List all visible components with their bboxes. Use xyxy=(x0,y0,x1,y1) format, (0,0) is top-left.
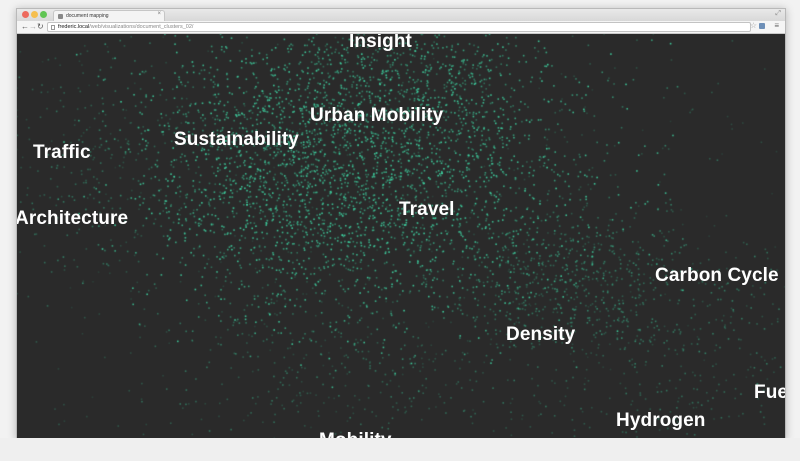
tab-document-mapping[interactable]: document mapping × xyxy=(53,10,165,21)
arrow-right-icon[interactable]: → xyxy=(29,22,37,31)
extension-icon[interactable] xyxy=(759,23,765,29)
close-icon[interactable]: × xyxy=(157,11,161,17)
visualization-canvas[interactable]: Insight Urban Mobility Sustainability Tr… xyxy=(17,34,785,439)
document-dot-cloud xyxy=(17,34,785,439)
cluster-label-mobility[interactable]: Mobility xyxy=(319,430,392,439)
browser-toolbar: ← → ↻ frederic.local /web/visualizations… xyxy=(17,21,785,34)
window-close-button[interactable] xyxy=(22,11,29,18)
tab-title: document mapping xyxy=(66,13,109,19)
menu-icon[interactable]: ≡ xyxy=(774,21,779,30)
window-maximize-button[interactable] xyxy=(40,11,47,18)
cluster-label-fuel[interactable]: Fue xyxy=(754,382,785,403)
url-host: frederic.local xyxy=(58,24,90,30)
cluster-label-travel[interactable]: Travel xyxy=(399,199,455,220)
cluster-label-density[interactable]: Density xyxy=(506,324,576,345)
desktop-background xyxy=(0,438,800,461)
arrow-left-icon[interactable]: ← xyxy=(21,22,29,31)
fullscreen-icon[interactable]: ⤢ xyxy=(775,10,781,17)
browser-window: document mapping × ⤢ ← → ↻ frederic.loca… xyxy=(16,8,786,440)
page-favicon-icon xyxy=(58,13,63,19)
url-path: /web/visualizations/document_clusters_02… xyxy=(89,24,194,30)
cluster-label-insight[interactable]: Insight xyxy=(349,34,412,52)
cluster-label-architecture[interactable]: Architecture xyxy=(17,208,129,229)
cluster-label-sustainability[interactable]: Sustainability xyxy=(174,129,299,150)
tab-bar: document mapping × ⤢ xyxy=(17,9,785,21)
reload-icon[interactable]: ↻ xyxy=(37,22,44,31)
cluster-label-carbon-cycle[interactable]: Carbon Cycle xyxy=(655,265,779,286)
page-icon xyxy=(51,24,55,30)
address-bar[interactable]: frederic.local /web/visualizations/docum… xyxy=(47,22,751,32)
window-minimize-button[interactable] xyxy=(31,11,38,18)
cluster-label-traffic[interactable]: Traffic xyxy=(33,142,91,163)
cluster-label-urban-mobility[interactable]: Urban Mobility xyxy=(310,105,444,126)
star-icon[interactable]: ☆ xyxy=(749,21,757,30)
cluster-label-hydrogen[interactable]: Hydrogen xyxy=(616,410,706,431)
